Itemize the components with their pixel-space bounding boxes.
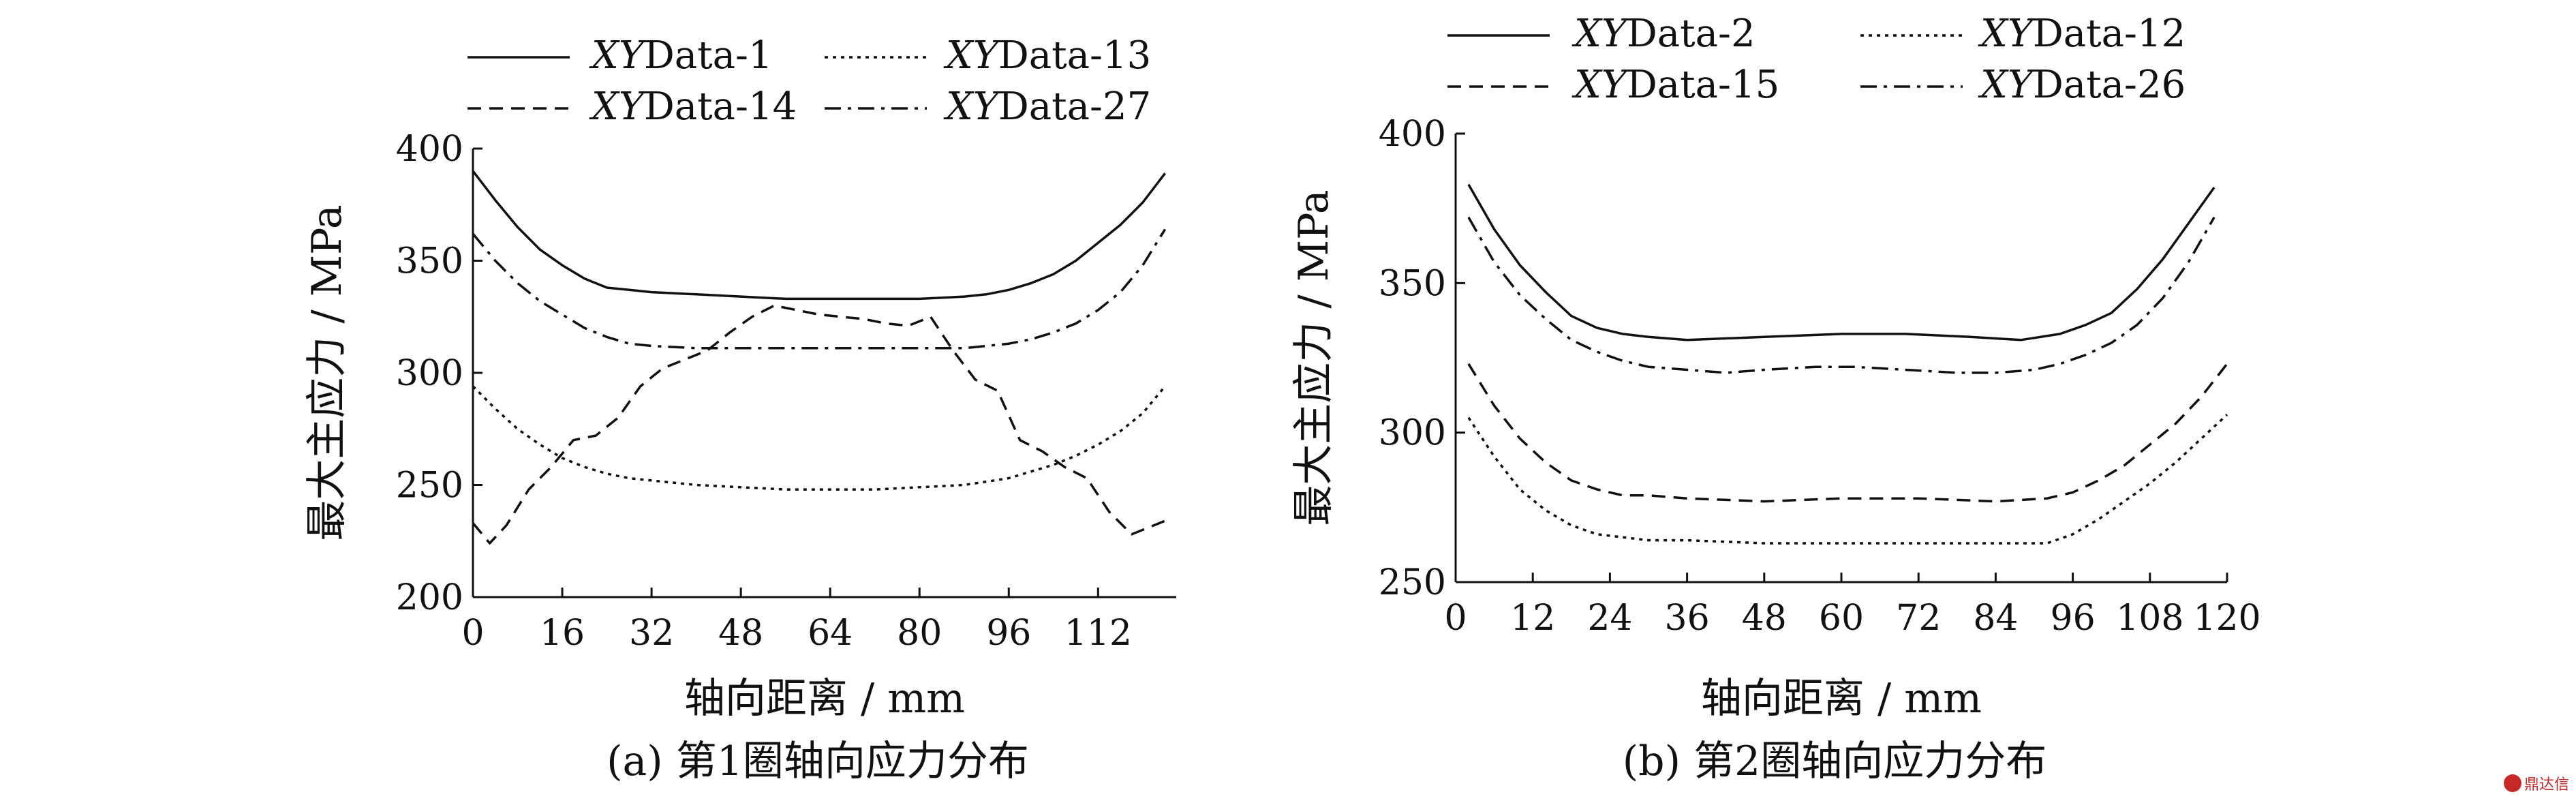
series-line-xydata-13 — [472, 385, 1166, 491]
x-tick-label: 72 — [1896, 598, 1941, 639]
x-tick-label: 64 — [808, 613, 853, 654]
x-tick-label: 32 — [629, 613, 674, 654]
legend-label: XYData-13 — [943, 33, 1151, 78]
x-tick-label: 16 — [540, 613, 585, 654]
y-axis-label: 最大主应力 / MPa — [1290, 189, 1338, 526]
y-tick-label: 400 — [396, 129, 463, 170]
legend-label: XYData-1 — [589, 33, 773, 78]
x-tick-label: 96 — [2051, 598, 2096, 639]
x-tick-label: 48 — [718, 613, 763, 654]
y-tick-label: 300 — [1379, 413, 1446, 454]
chart-a: 0 16 32 48 64 80 96 112 200 250 300 350 400 轴向距离 / mm… — [303, 33, 1176, 785]
legend-label: XYData-26 — [1978, 63, 2186, 107]
y-tick-label: 350 — [1379, 263, 1446, 304]
chart-b: 0 12 24 36 48 60 72 84 96 108 120 250 300 350 400 轴向距离 … — [1290, 12, 2261, 785]
x-tick-label: 36 — [1665, 598, 1710, 639]
x-tick-label: 96 — [986, 613, 1031, 654]
y-tick-label: 350 — [396, 241, 463, 282]
chart-caption: (a) 第1圈轴向应力分布 — [607, 738, 1029, 785]
series-line-xydata-14 — [472, 304, 1166, 545]
watermark: 鼎达信 — [2503, 772, 2569, 794]
legend: XYData-2 XYData-12 XYData-15 XYData-26 — [1447, 12, 2186, 107]
x-tick-label: 48 — [1742, 598, 1787, 639]
y-tick-label: 200 — [396, 577, 463, 618]
y-tick-label: 300 — [396, 353, 463, 394]
series-line-xydata-26 — [1467, 216, 2215, 374]
y-tick-label: 250 — [1379, 562, 1446, 603]
legend: XYData-1 XYData-13 XYData-14 XYData-27 — [467, 33, 1151, 129]
y-tick-label: 400 — [1379, 114, 1446, 155]
x-tick-label: 80 — [897, 613, 942, 654]
watermark-text: 鼎达信 — [2524, 776, 2569, 793]
x-tick-label: 84 — [1973, 598, 2018, 639]
x-tick-label: 24 — [1587, 598, 1632, 639]
series-line-xydata-27 — [472, 228, 1167, 350]
legend-label: XYData-27 — [943, 85, 1151, 129]
x-tick-label: 12 — [1510, 598, 1555, 639]
legend-label: XYData-14 — [589, 85, 797, 129]
x-tick-label: 60 — [1819, 598, 1864, 639]
x-tick-label: 120 — [2193, 598, 2260, 639]
series-line-xydata-1 — [472, 170, 1166, 301]
legend-label: XYData-12 — [1978, 12, 2186, 56]
x-tick-label: 0 — [1444, 598, 1467, 639]
x-axis-label: 轴向距离 / mm — [1701, 675, 1982, 723]
series-line-xydata-15 — [1467, 363, 2228, 503]
x-tick-label: 112 — [1064, 613, 1132, 654]
legend-label: XYData-2 — [1571, 12, 1755, 56]
x-tick-label: 108 — [2116, 598, 2183, 639]
series-line-xydata-2 — [1467, 183, 2215, 341]
y-tick-label: 250 — [396, 466, 463, 506]
series-line-xydata-12 — [1467, 414, 2228, 545]
watermark-logo-icon — [2503, 774, 2521, 792]
chart-caption: (b) 第2圈轴向应力分布 — [1623, 738, 2046, 785]
legend-label: XYData-15 — [1571, 63, 1779, 107]
y-axis-label: 最大主应力 / MPa — [303, 204, 351, 541]
x-axis-label: 轴向距离 / mm — [684, 675, 965, 723]
x-tick-label: 0 — [461, 613, 484, 654]
